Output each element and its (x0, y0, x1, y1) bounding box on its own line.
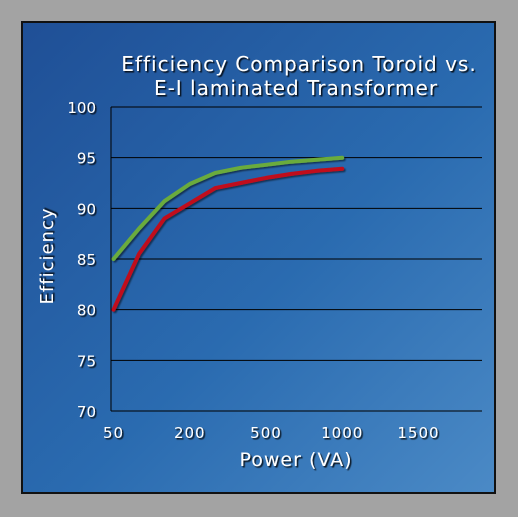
y-tick-labels: 70 75 80 85 90 95 100 (67, 99, 96, 421)
x-tick-label: 500 (250, 424, 282, 442)
x-tick-labels: 50 200 500 1000 1500 (103, 424, 439, 442)
chart-title-line-1: Efficiency Comparison Toroid vs. (121, 52, 476, 76)
series-line-1 (111, 155, 345, 261)
x-axis-label: Power (VA) (239, 449, 352, 471)
gridlines (111, 106, 482, 412)
y-tick-label: 80 (77, 302, 96, 320)
series-lines (111, 155, 345, 312)
chart-title-line-2: E-I laminated Transformer (154, 76, 438, 100)
y-tick-label: 100 (67, 99, 96, 117)
y-axis-label: Efficiency (37, 208, 58, 305)
x-tick-label: 50 (103, 424, 124, 442)
y-tick-label: 85 (77, 251, 96, 269)
y-tick-label: 75 (77, 352, 96, 370)
x-tick-label: 1000 (321, 424, 363, 442)
y-tick-label: 70 (77, 403, 96, 421)
chart-frame (21, 21, 496, 494)
y-tick-label: 95 (77, 150, 96, 168)
x-tick-label: 200 (174, 424, 206, 442)
series-line-2 (111, 166, 345, 312)
x-tick-label: 1500 (397, 424, 439, 442)
y-tick-label: 90 (77, 200, 96, 218)
